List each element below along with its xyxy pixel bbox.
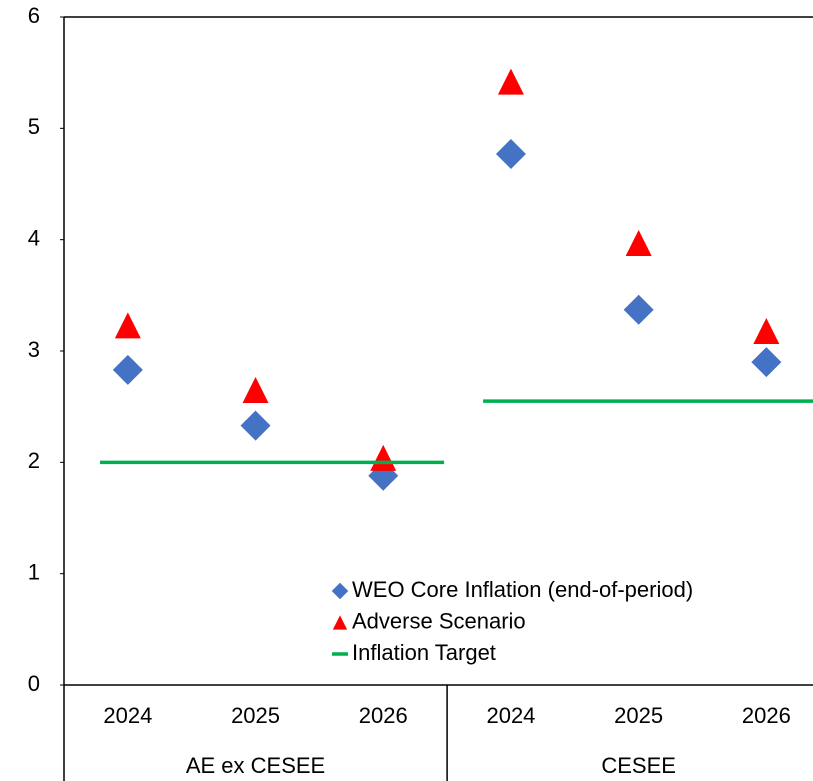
x-tick-label: 2025 xyxy=(231,703,280,728)
legend-label: WEO Core Inflation (end-of-period) xyxy=(352,577,693,602)
y-tick-label: 5 xyxy=(28,114,40,139)
x-tick-label: 2026 xyxy=(359,703,408,728)
diamond-marker xyxy=(751,347,782,378)
y-tick-label: 3 xyxy=(28,337,40,362)
y-tick-label: 6 xyxy=(28,3,40,28)
x-tick-label: 2024 xyxy=(103,703,152,728)
triangle-marker xyxy=(242,376,269,403)
x-tick-label: 2026 xyxy=(742,703,791,728)
triangle-marker xyxy=(370,444,397,471)
diamond-marker xyxy=(112,354,143,385)
y-tick-label: 1 xyxy=(28,559,40,584)
group-label: CESEE xyxy=(601,753,676,778)
diamond-marker xyxy=(623,294,654,325)
group-label: AE ex CESEE xyxy=(186,753,325,778)
x-tick-label: 2025 xyxy=(614,703,663,728)
legend-marker xyxy=(331,582,349,600)
legend-label: Inflation Target xyxy=(352,640,496,665)
triangle-marker xyxy=(497,68,524,95)
diamond-marker xyxy=(240,410,271,441)
y-tick-label: 4 xyxy=(28,225,40,250)
diamond-marker xyxy=(495,138,526,169)
legend-label: Adverse Scenario xyxy=(352,608,526,633)
triangle-marker xyxy=(114,312,141,339)
x-tick-label: 2024 xyxy=(486,703,535,728)
legend-marker xyxy=(332,615,348,630)
triangle-marker xyxy=(625,230,652,257)
y-tick-label: 2 xyxy=(28,448,40,473)
y-tick-label: 0 xyxy=(28,671,40,696)
triangle-marker xyxy=(753,317,780,344)
